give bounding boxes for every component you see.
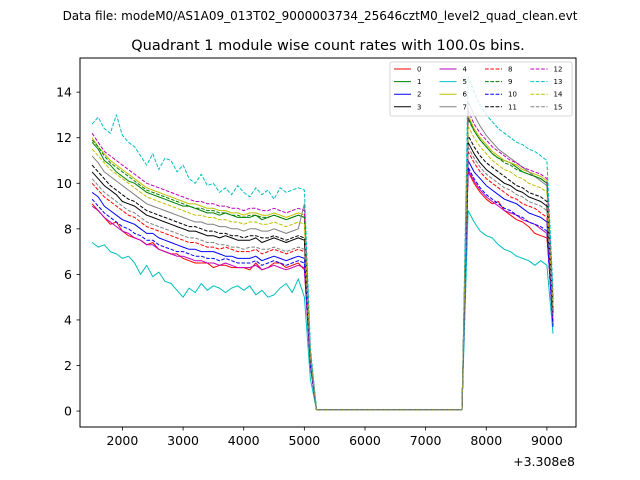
chart-suptitle: Data file: modeM0/AS1A09_013T02_90000037…	[63, 9, 578, 23]
y-tick-label: 10	[56, 176, 72, 191]
y-tick-label: 14	[56, 85, 72, 100]
chart-title: Quadrant 1 module wise count rates with …	[131, 38, 525, 54]
series-line-9	[91, 119, 554, 411]
x-offset-label: +3.308e8	[513, 454, 575, 469]
plot-frame	[79, 57, 577, 428]
series-line-13	[91, 75, 554, 411]
x-tick-label: 4000	[228, 433, 260, 448]
legend-label-4: 4	[463, 66, 468, 74]
legend-label-1: 1	[417, 78, 421, 86]
series-line-8	[91, 150, 554, 411]
series-group	[91, 75, 554, 411]
legend-label-10: 10	[508, 91, 517, 99]
series-line-14	[91, 125, 554, 411]
legend-label-6: 6	[463, 91, 468, 99]
legend-label-5: 5	[463, 78, 467, 86]
series-line-6	[91, 114, 554, 411]
legend-label-14: 14	[554, 91, 563, 99]
legend-label-12: 12	[554, 66, 563, 74]
legend-label-15: 15	[554, 103, 563, 111]
legend-label-0: 0	[417, 66, 421, 74]
plot-area	[79, 57, 577, 428]
x-tick-label: 6000	[349, 433, 381, 448]
x-axis: 2000 3000 4000 5000 6000 7000 8000 9000	[107, 427, 563, 448]
series-line-12	[91, 109, 554, 411]
series-line-7	[91, 100, 554, 411]
series-line-15	[91, 146, 554, 411]
y-tick-label: 12	[56, 130, 72, 145]
series-line-5	[91, 210, 554, 411]
x-tick-label: 9000	[531, 433, 563, 448]
x-tick-label: 8000	[470, 433, 502, 448]
y-axis: 0 2 4 6 8 10 12 14	[56, 85, 80, 419]
legend-box	[389, 61, 573, 117]
legend-label-11: 11	[508, 103, 517, 111]
legend-label-9: 9	[508, 78, 512, 86]
y-tick-label: 8	[64, 221, 72, 236]
legend-label-13: 13	[554, 78, 563, 86]
series-line-1	[91, 116, 554, 411]
x-tick-label: 5000	[288, 433, 320, 448]
y-tick-label: 2	[64, 358, 72, 373]
x-tick-label: 7000	[410, 433, 442, 448]
series-line-4	[91, 169, 554, 411]
legend-label-3: 3	[417, 103, 421, 111]
legend-label-2: 2	[417, 91, 421, 99]
legend-label-8: 8	[508, 66, 512, 74]
x-tick-label: 3000	[167, 433, 199, 448]
y-tick-label: 6	[64, 267, 72, 282]
legend-label-7: 7	[463, 103, 467, 111]
y-tick-label: 4	[64, 312, 72, 327]
series-line-11	[91, 134, 554, 411]
y-tick-label: 0	[64, 404, 72, 419]
series-line-0	[91, 171, 554, 411]
series-line-10	[91, 166, 554, 411]
x-tick-label: 2000	[107, 433, 139, 448]
